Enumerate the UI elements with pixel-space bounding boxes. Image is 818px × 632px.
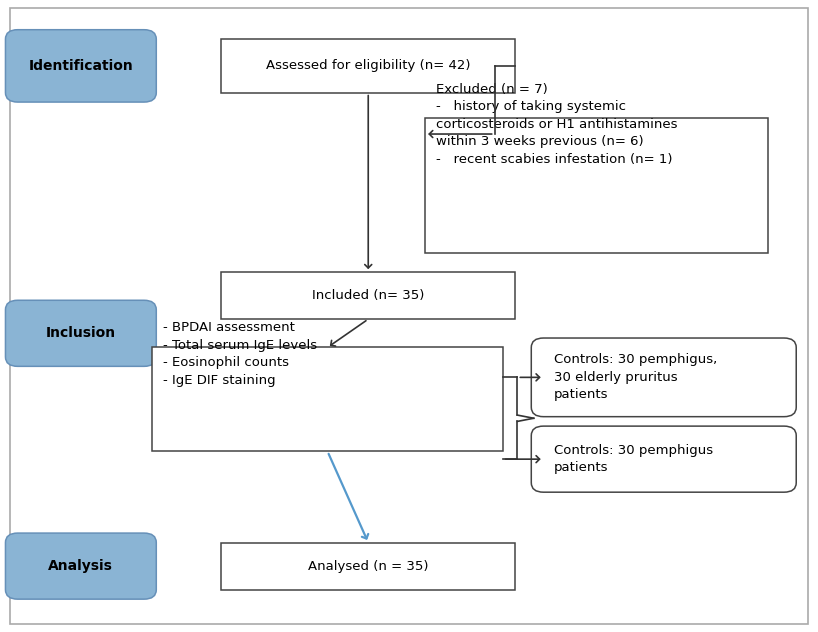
Text: Controls: 30 pemphigus,
30 elderly pruritus
patients: Controls: 30 pemphigus, 30 elderly pruri… (554, 353, 717, 401)
FancyBboxPatch shape (6, 30, 156, 102)
FancyBboxPatch shape (222, 542, 515, 590)
FancyBboxPatch shape (425, 118, 768, 253)
Text: Assessed for eligibility (n= 42): Assessed for eligibility (n= 42) (266, 59, 470, 73)
Text: - BPDAI assessment
- Total serum IgE levels
- Eosinophil counts
- IgE DIF staini: - BPDAI assessment - Total serum IgE lev… (163, 321, 317, 387)
FancyBboxPatch shape (222, 39, 515, 93)
FancyBboxPatch shape (152, 348, 503, 451)
Text: Controls: 30 pemphigus
patients: Controls: 30 pemphigus patients (554, 444, 713, 475)
Text: Analysis: Analysis (48, 559, 114, 573)
FancyBboxPatch shape (531, 338, 796, 416)
Text: Excluded (n = 7)
-   history of taking systemic
corticosteroids or H1 antihistam: Excluded (n = 7) - history of taking sys… (436, 83, 677, 166)
FancyBboxPatch shape (6, 533, 156, 599)
Text: Analysed (n = 35): Analysed (n = 35) (308, 559, 429, 573)
Text: Inclusion: Inclusion (46, 326, 116, 340)
Text: Identification: Identification (29, 59, 133, 73)
Text: Included (n= 35): Included (n= 35) (312, 289, 425, 302)
FancyBboxPatch shape (222, 272, 515, 319)
FancyBboxPatch shape (6, 300, 156, 367)
FancyBboxPatch shape (531, 426, 796, 492)
